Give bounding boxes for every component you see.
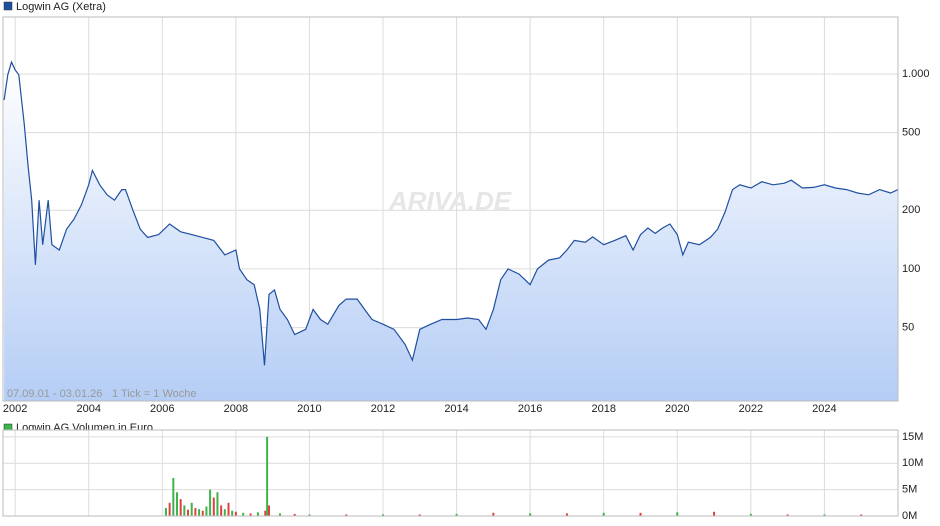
y-tick-label: 5M bbox=[902, 484, 917, 496]
y-tick-label: 15M bbox=[902, 431, 923, 443]
x-tick-label: 2024 bbox=[812, 403, 836, 415]
volume-bar bbox=[713, 511, 716, 516]
y-tick-label: 0M bbox=[902, 510, 917, 522]
volume-bar bbox=[216, 492, 219, 516]
volume-bar bbox=[749, 513, 752, 516]
price-line bbox=[3, 60, 899, 366]
plot-area bbox=[3, 430, 898, 516]
x-tick-label: 2018 bbox=[591, 403, 615, 415]
volume-bar bbox=[187, 509, 190, 516]
x-tick-label: 2022 bbox=[739, 403, 763, 415]
watermark: ARIVA.DE bbox=[388, 186, 512, 216]
volume-bar bbox=[190, 502, 193, 516]
volume-bar bbox=[172, 478, 175, 516]
volume-bar bbox=[278, 513, 281, 516]
volume-bar bbox=[242, 512, 245, 516]
volume-bar bbox=[227, 502, 230, 516]
volume-bar bbox=[264, 510, 267, 516]
volume-bar bbox=[345, 514, 348, 516]
y-tick-label: 200 bbox=[902, 204, 920, 216]
y-tick-label: 1.000 bbox=[902, 68, 930, 80]
volume-bar bbox=[201, 510, 204, 516]
volume-bar bbox=[267, 505, 270, 516]
volume-bar bbox=[249, 513, 252, 516]
volume-bar bbox=[639, 512, 642, 516]
chart-title: Logwin AG (Xetra) bbox=[16, 1, 106, 13]
x-tick-label: 2008 bbox=[224, 403, 248, 415]
volume-bar bbox=[209, 489, 212, 516]
volume-bar bbox=[194, 508, 197, 516]
plot-frame bbox=[2, 16, 899, 402]
volume-bar bbox=[168, 502, 171, 516]
volume-bar bbox=[676, 512, 679, 516]
x-tick-label: 2004 bbox=[76, 403, 100, 415]
y-tick-label: 10M bbox=[902, 457, 923, 469]
x-tick-label: 2014 bbox=[444, 403, 468, 415]
annotation: 07.09.01 - 03.01.26 bbox=[7, 388, 102, 400]
volume-bar bbox=[212, 497, 215, 516]
volume-bar bbox=[175, 492, 178, 516]
plot-frame bbox=[2, 429, 899, 517]
volume-bar bbox=[293, 513, 296, 516]
y-tick-label: 500 bbox=[902, 127, 920, 139]
volume-bar bbox=[565, 513, 568, 516]
volume-bar bbox=[198, 509, 201, 516]
volume-bar bbox=[183, 505, 186, 516]
volume-bar bbox=[455, 513, 458, 516]
volume-bar bbox=[418, 514, 421, 516]
volume-bar bbox=[823, 514, 826, 516]
legend-swatch bbox=[3, 1, 13, 11]
annotation: 1 Tick = 1 Woche bbox=[112, 388, 196, 400]
volume-bar bbox=[860, 514, 863, 516]
x-tick-label: 2016 bbox=[518, 403, 542, 415]
volume-bar bbox=[220, 505, 223, 516]
volume-bar bbox=[205, 506, 208, 516]
volume-bar bbox=[529, 513, 532, 516]
x-tick-label: 2010 bbox=[297, 403, 321, 415]
x-tick-label: 2020 bbox=[665, 403, 689, 415]
y-tick-label: 50 bbox=[902, 321, 914, 333]
volume-bar bbox=[492, 512, 495, 516]
x-tick-label: 2006 bbox=[150, 403, 174, 415]
volume-bar bbox=[308, 514, 311, 516]
volume-bar bbox=[223, 509, 226, 516]
x-tick-label: 2002 bbox=[3, 403, 27, 415]
volume-bar bbox=[179, 499, 182, 516]
volume-bar bbox=[234, 511, 237, 516]
volume-bar bbox=[256, 512, 259, 516]
area bbox=[4, 62, 899, 401]
volume-bar bbox=[266, 436, 269, 516]
y-tick-label: 100 bbox=[902, 263, 920, 275]
x-tick-label: 2012 bbox=[371, 403, 395, 415]
volume-bar bbox=[602, 512, 605, 516]
volume-bar bbox=[381, 514, 384, 516]
volume-bar bbox=[164, 508, 167, 516]
volume-bar bbox=[786, 514, 789, 516]
volume-bar bbox=[231, 510, 234, 516]
